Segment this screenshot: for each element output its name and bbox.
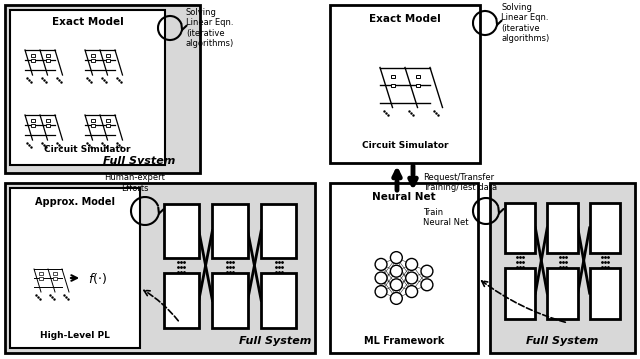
Text: Approx. Model: Approx. Model xyxy=(35,197,115,207)
Bar xyxy=(330,183,478,353)
Text: Circuit Simulator: Circuit Simulator xyxy=(362,140,448,149)
Bar xyxy=(106,123,109,126)
Bar xyxy=(5,183,315,353)
Circle shape xyxy=(390,252,403,264)
Bar xyxy=(589,202,620,253)
Bar xyxy=(39,276,43,280)
Bar xyxy=(490,183,635,353)
Bar xyxy=(90,123,95,126)
Text: Solving
Linear Eqn.
(iterative
algorithms): Solving Linear Eqn. (iterative algorithm… xyxy=(186,8,234,48)
Bar xyxy=(31,118,35,121)
Text: Full System: Full System xyxy=(239,336,311,346)
Circle shape xyxy=(406,258,417,270)
Bar xyxy=(390,84,394,87)
Bar xyxy=(212,204,248,258)
Bar xyxy=(547,202,578,253)
Text: ML Framework: ML Framework xyxy=(364,336,444,346)
Bar xyxy=(45,118,49,121)
Bar xyxy=(505,202,536,253)
Bar xyxy=(261,273,296,327)
Bar xyxy=(10,10,165,165)
Text: Full System: Full System xyxy=(102,156,175,166)
Bar xyxy=(31,123,35,126)
Circle shape xyxy=(390,279,403,291)
Bar xyxy=(31,59,35,61)
Bar xyxy=(45,123,49,126)
Bar xyxy=(505,268,536,318)
Bar xyxy=(5,5,200,173)
Bar xyxy=(164,273,199,327)
Bar xyxy=(90,118,95,121)
Text: Train
Neural Net: Train Neural Net xyxy=(423,208,468,227)
Bar xyxy=(261,204,296,258)
Bar xyxy=(150,188,310,343)
Bar xyxy=(53,272,57,275)
Text: High-Level PL: High-Level PL xyxy=(40,331,110,340)
Text: Human-expert
Efforts: Human-expert Efforts xyxy=(104,173,165,193)
Bar xyxy=(106,53,109,56)
Circle shape xyxy=(406,286,417,298)
Bar xyxy=(106,59,109,61)
Bar xyxy=(330,5,480,163)
Bar xyxy=(164,204,199,258)
Text: Request/Transfer
Training/Test data: Request/Transfer Training/Test data xyxy=(423,173,497,192)
Text: Full System: Full System xyxy=(526,336,598,346)
Bar xyxy=(45,59,49,61)
Bar xyxy=(106,118,109,121)
Circle shape xyxy=(375,258,387,270)
Circle shape xyxy=(375,286,387,298)
Circle shape xyxy=(421,265,433,277)
Bar xyxy=(45,53,49,56)
Circle shape xyxy=(421,279,433,291)
Text: Solving
Linear Eqn.
(iterative
algorithms): Solving Linear Eqn. (iterative algorithm… xyxy=(501,3,549,43)
Text: Exact Model: Exact Model xyxy=(52,17,124,27)
Text: Circuit Simulator: Circuit Simulator xyxy=(44,145,131,154)
Bar xyxy=(493,188,632,333)
Bar xyxy=(53,276,57,280)
Bar xyxy=(10,188,140,348)
Bar xyxy=(415,84,419,87)
Bar xyxy=(31,53,35,56)
Bar xyxy=(90,53,95,56)
Bar xyxy=(90,59,95,61)
Text: Exact Model: Exact Model xyxy=(369,14,441,24)
Circle shape xyxy=(375,272,387,284)
Bar xyxy=(589,268,620,318)
Bar xyxy=(415,75,419,78)
Circle shape xyxy=(390,265,403,277)
Text: $f(\cdot)$: $f(\cdot)$ xyxy=(88,270,107,285)
Bar xyxy=(547,268,578,318)
Circle shape xyxy=(390,293,403,304)
Text: Neural Net: Neural Net xyxy=(372,192,436,202)
Bar xyxy=(212,273,248,327)
Bar xyxy=(39,272,43,275)
Bar xyxy=(390,75,394,78)
Circle shape xyxy=(406,272,417,284)
